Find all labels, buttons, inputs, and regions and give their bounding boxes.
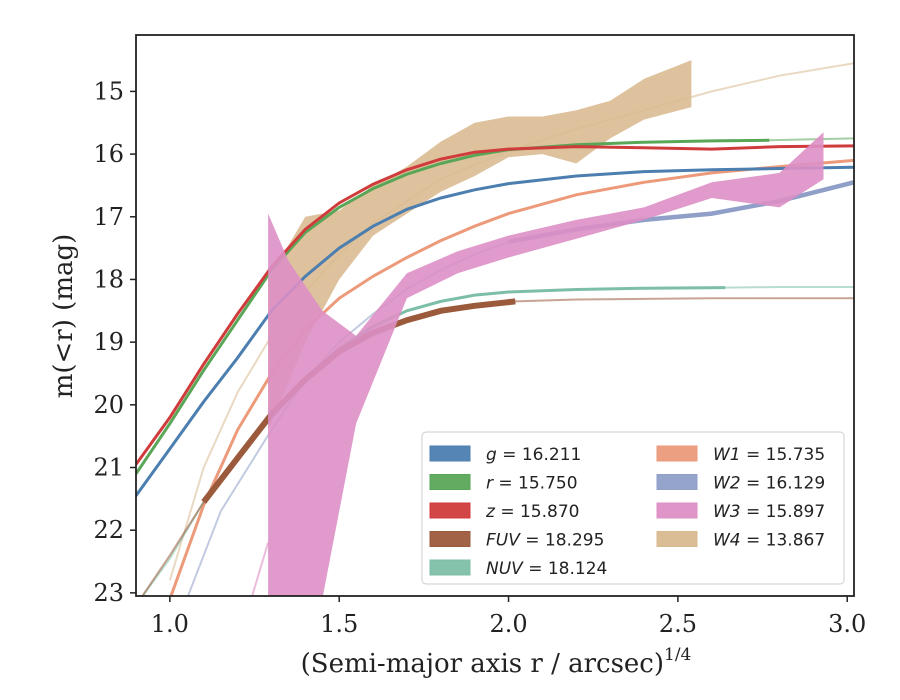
legend-band-w2: W2 bbox=[713, 474, 741, 494]
legend-swatch-nuv bbox=[429, 559, 471, 576]
legend-value-fuv: = 18.295 bbox=[520, 531, 605, 551]
ticks-layer: 1.0 1.5 2.0 2.5 3.0 15 16 17 18 19 20 21 22 23 bbox=[93, 77, 866, 638]
legend-band-r: r bbox=[486, 474, 494, 494]
y-tick-label: 18 bbox=[93, 265, 124, 293]
x-tick-label: 3.0 bbox=[828, 610, 866, 638]
x-tick-label: 1.5 bbox=[320, 610, 358, 638]
legend-swatch-g bbox=[429, 445, 471, 462]
legend-label-w2: W2 = 16.129 bbox=[713, 474, 825, 494]
legend-label-fuv: FUV = 18.295 bbox=[486, 531, 604, 551]
legend-label-r: r = 15.750 bbox=[486, 474, 578, 494]
legend-value-r: = 15.750 bbox=[493, 474, 578, 494]
legend-value-z: = 15.870 bbox=[495, 502, 580, 522]
y-axis-label: m(<r) (mag) bbox=[49, 234, 79, 399]
w3-uncertainty-band bbox=[268, 132, 824, 596]
y-tick-label: 15 bbox=[93, 77, 124, 105]
legend-value-w4: = 13.867 bbox=[741, 531, 826, 551]
legend-value-nuv: = 18.124 bbox=[523, 559, 608, 579]
legend-value-w3: = 15.897 bbox=[741, 502, 826, 522]
w4-uncertainty-band bbox=[268, 60, 692, 430]
legend-band-z: z bbox=[485, 502, 496, 522]
z-profile-line bbox=[136, 144, 854, 466]
x-axis-label-text: (Semi-major axis r / arcsec) bbox=[301, 649, 664, 679]
legend-band-nuv: NUV bbox=[486, 559, 524, 579]
legend-label-nuv: NUV = 18.124 bbox=[486, 559, 607, 579]
x-axis-label: (Semi-major axis r / arcsec)1/4 bbox=[301, 645, 692, 679]
legend-swatch-w3 bbox=[656, 502, 698, 519]
w1-profile-line bbox=[169, 158, 854, 596]
legend-band-w4: W4 bbox=[713, 531, 741, 551]
x-tick-label: 2.0 bbox=[489, 610, 527, 638]
legend-swatch-fuv bbox=[429, 531, 471, 547]
legend-band-g: g bbox=[486, 445, 497, 465]
g-profile-line bbox=[136, 165, 854, 497]
legend-swatch-w1 bbox=[656, 445, 698, 462]
legend-label-w4: W4 = 13.867 bbox=[713, 531, 825, 551]
legend-swatch-r bbox=[429, 474, 471, 490]
legend-frame bbox=[421, 431, 845, 585]
x-tick-label: 2.5 bbox=[659, 610, 697, 638]
x-axis-label-exponent: 1/4 bbox=[664, 645, 691, 665]
legend-value-w1: = 15.735 bbox=[741, 445, 826, 465]
r-profile-line bbox=[136, 138, 770, 475]
legend-label-z: z = 15.870 bbox=[485, 502, 579, 522]
y-tick-label: 16 bbox=[93, 140, 124, 168]
y-tick-label: 22 bbox=[93, 516, 124, 544]
legend-swatch-w4 bbox=[656, 531, 698, 547]
y-tick-label: 19 bbox=[93, 328, 124, 356]
y-tick-label: 17 bbox=[93, 203, 124, 231]
series-layer bbox=[136, 60, 854, 596]
y-tick-label: 23 bbox=[93, 579, 124, 607]
legend-value-g: = 16.211 bbox=[497, 445, 582, 465]
legend-label-w1: W1 = 15.735 bbox=[713, 445, 825, 465]
plot-frame bbox=[135, 34, 855, 597]
legend-band-w1: W1 bbox=[713, 445, 741, 465]
legend-value-w2: = 16.129 bbox=[741, 474, 826, 494]
legend-label-g: g = 16.211 bbox=[486, 445, 581, 465]
legend-band-fuv: FUV bbox=[486, 531, 521, 551]
w3-profile-line bbox=[251, 542, 270, 596]
legend-swatch-z bbox=[429, 502, 471, 519]
x-tick-label: 1.0 bbox=[151, 610, 189, 638]
legend-swatch-w2 bbox=[656, 474, 698, 490]
y-tick-label: 21 bbox=[93, 454, 124, 482]
legend-band-w3: W3 bbox=[713, 502, 741, 522]
y-tick-label: 20 bbox=[93, 391, 124, 419]
legend-label-w3: W3 = 15.897 bbox=[713, 502, 825, 522]
